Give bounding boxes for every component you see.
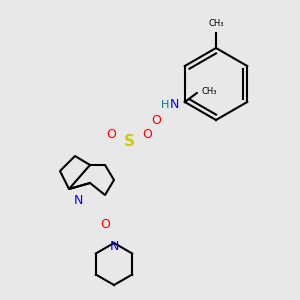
Text: CH₃: CH₃ bbox=[201, 87, 217, 96]
Text: O: O bbox=[100, 218, 110, 232]
Text: CH₃: CH₃ bbox=[208, 20, 224, 28]
Text: H: H bbox=[161, 100, 169, 110]
Text: N: N bbox=[73, 194, 83, 208]
Text: O: O bbox=[142, 128, 152, 142]
Text: N: N bbox=[169, 98, 179, 112]
Text: S: S bbox=[124, 134, 134, 148]
Text: O: O bbox=[151, 113, 161, 127]
Text: O: O bbox=[106, 128, 116, 142]
Text: N: N bbox=[109, 239, 119, 253]
